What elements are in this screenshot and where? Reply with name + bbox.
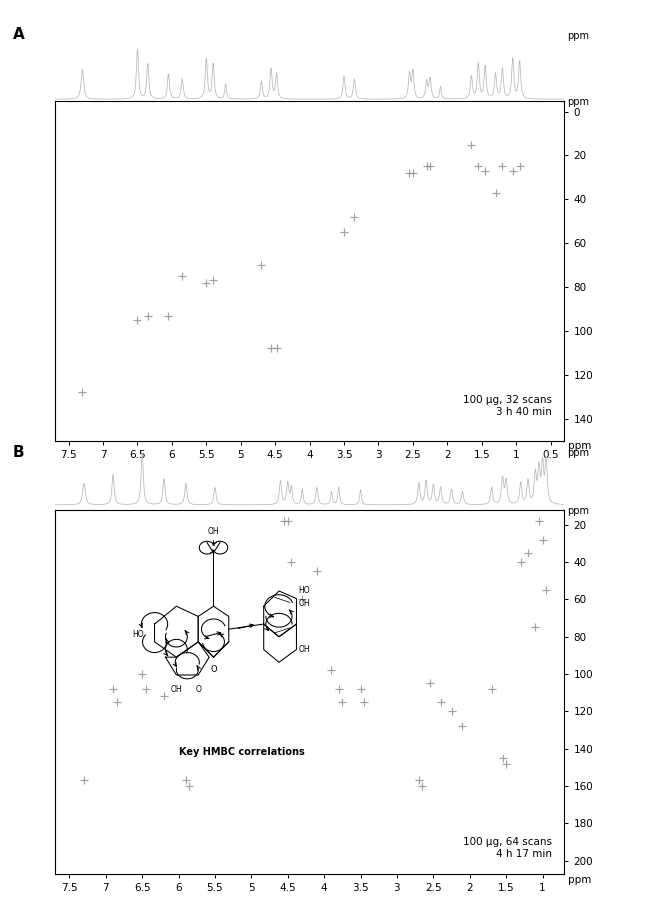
- Text: ppm: ppm: [568, 506, 590, 516]
- Text: OH: OH: [299, 599, 310, 608]
- Text: HO: HO: [132, 629, 144, 639]
- Text: O: O: [210, 665, 217, 674]
- Text: Key HMBC correlations: Key HMBC correlations: [179, 746, 304, 757]
- Text: 100 µg, 32 scans
3 h 40 min: 100 µg, 32 scans 3 h 40 min: [462, 396, 551, 417]
- Text: HO: HO: [299, 586, 310, 595]
- Text: ppm: ppm: [568, 448, 590, 458]
- Text: OH: OH: [299, 645, 310, 654]
- Text: ppm: ppm: [568, 441, 591, 451]
- Text: ppm: ppm: [568, 97, 590, 107]
- Text: OH: OH: [170, 685, 182, 694]
- Text: ppm: ppm: [568, 875, 591, 885]
- Text: O: O: [195, 685, 201, 694]
- Text: OH: OH: [208, 527, 219, 536]
- Text: A: A: [13, 27, 25, 42]
- Text: ppm: ppm: [568, 31, 590, 41]
- Text: B: B: [13, 445, 25, 460]
- Text: 100 µg, 64 scans
4 h 17 min: 100 µg, 64 scans 4 h 17 min: [462, 837, 551, 859]
